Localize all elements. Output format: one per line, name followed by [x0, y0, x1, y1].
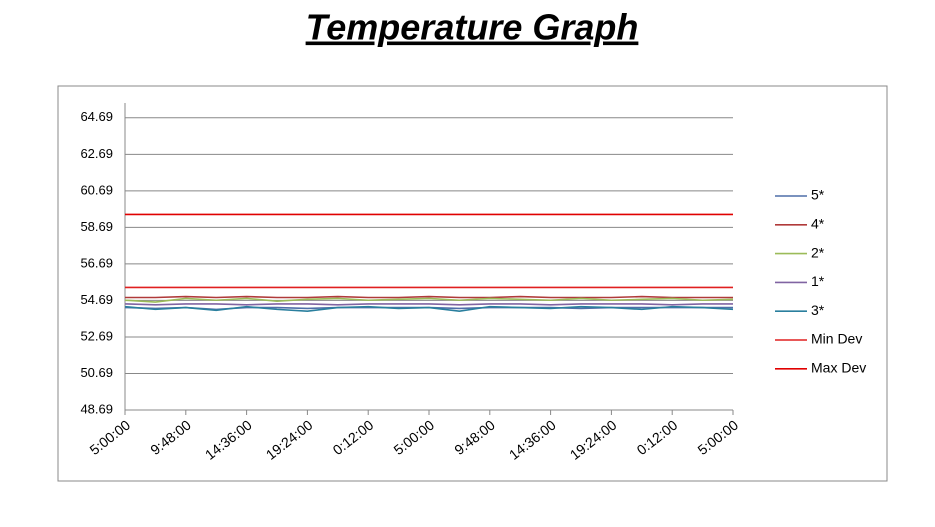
legend-label: Max Dev	[811, 360, 866, 376]
x-tick-label: 5:00:00	[86, 417, 133, 458]
x-tick-label: 19:24:00	[263, 417, 316, 463]
legend-label: 1*	[811, 273, 825, 289]
x-tick-label: 9:48:00	[451, 417, 498, 458]
series-line	[124, 305, 734, 313]
chart-title: Temperature Graph	[306, 7, 639, 48]
x-tick-label: 5:00:00	[694, 417, 741, 458]
y-tick-label: 52.69	[80, 328, 113, 343]
x-tick-label: 14:36:00	[506, 417, 559, 463]
y-tick-label: 64.69	[80, 109, 113, 124]
y-tick-label: 60.69	[80, 182, 113, 197]
y-tick-label: 50.69	[80, 365, 113, 380]
legend-label: 2*	[811, 244, 825, 260]
y-tick-label: 62.69	[80, 146, 113, 161]
y-tick-label: 54.69	[80, 292, 113, 307]
x-tick-label: 0:12:00	[634, 417, 681, 458]
legend-label: 4*	[811, 216, 825, 232]
x-tick-label: 19:24:00	[567, 417, 620, 463]
chart-frame	[57, 85, 888, 482]
y-tick-label: 56.69	[80, 255, 113, 270]
y-tick-label: 48.69	[80, 401, 113, 416]
y-tick-label: 58.69	[80, 219, 113, 234]
x-tick-label: 5:00:00	[390, 417, 437, 458]
series-line	[124, 297, 734, 303]
x-tick-label: 14:36:00	[202, 417, 255, 463]
x-tick-label: 9:48:00	[147, 417, 194, 458]
legend-label: 3*	[811, 302, 825, 318]
legend-label: Min Dev	[811, 331, 862, 347]
x-tick-label: 0:12:00	[330, 417, 377, 458]
series-line	[125, 295, 733, 299]
series-line	[124, 303, 733, 306]
legend-label: 5*	[811, 187, 825, 203]
